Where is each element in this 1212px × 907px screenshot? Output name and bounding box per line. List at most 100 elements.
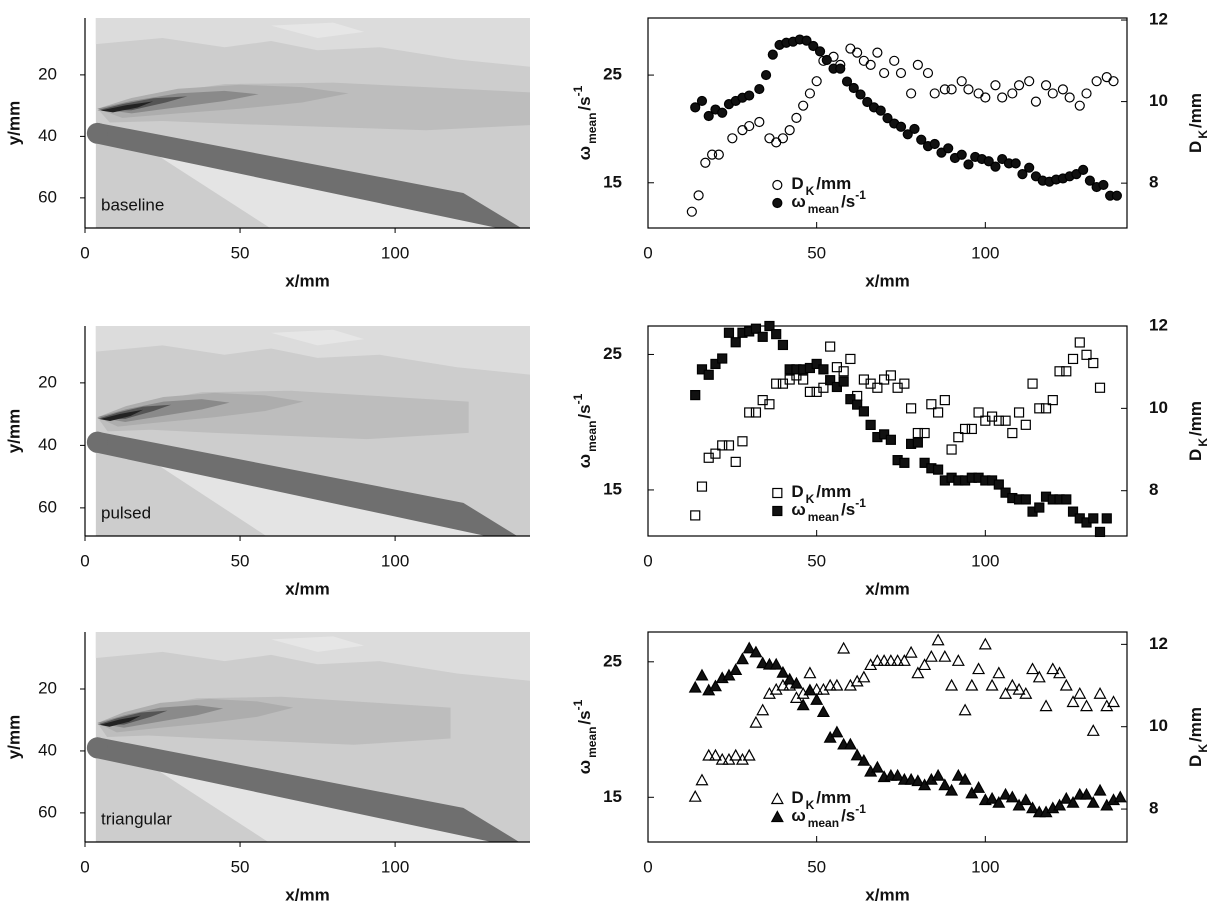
label-part: mean xyxy=(808,816,839,830)
legend-marker xyxy=(773,489,782,498)
data-point xyxy=(896,69,905,78)
x-axis-label: x/mm xyxy=(865,885,909,904)
x-axis-label: x/mm xyxy=(865,579,909,598)
data-point xyxy=(724,328,733,337)
data-point xyxy=(738,437,747,446)
panel-label: pulsed xyxy=(101,503,151,522)
data-point xyxy=(991,81,1000,90)
y-tick-label: 40 xyxy=(38,435,57,454)
data-point xyxy=(816,47,825,56)
field xyxy=(87,320,550,539)
data-point xyxy=(913,429,922,438)
data-point xyxy=(930,89,939,98)
data-point xyxy=(745,408,754,417)
data-point xyxy=(964,160,973,169)
y2-tick-label: 12 xyxy=(1149,315,1168,334)
x-tick-label: 0 xyxy=(80,551,89,570)
x-tick-label: 0 xyxy=(80,857,89,876)
data-point xyxy=(960,705,971,715)
data-point xyxy=(836,64,845,73)
y-tick-label: 25 xyxy=(603,344,622,363)
label-part: /mm xyxy=(816,788,851,807)
data-point xyxy=(690,791,701,801)
data-point xyxy=(696,670,707,680)
scatter-panel: 050100152581012x/mmωmean/s-1DK/mmDK/mmωm… xyxy=(571,632,1210,904)
label-part: -1 xyxy=(571,393,585,404)
data-point xyxy=(1065,93,1074,102)
data-point xyxy=(1008,89,1017,98)
label-part: mean xyxy=(585,113,599,144)
y2-tick-label: 8 xyxy=(1149,480,1158,499)
data-point xyxy=(1109,77,1118,86)
data-point xyxy=(826,342,835,351)
data-point xyxy=(998,93,1007,102)
data-point xyxy=(714,150,723,159)
label-part: -1 xyxy=(571,85,585,96)
y-axis-label: ωmean/s-1 xyxy=(571,699,599,774)
data-point xyxy=(731,457,740,466)
data-point xyxy=(933,770,944,780)
y-tick-label: 20 xyxy=(38,64,57,83)
label-part: K xyxy=(806,184,815,198)
data-point xyxy=(838,643,849,653)
data-point xyxy=(1041,701,1052,711)
data-point xyxy=(1096,383,1105,392)
data-point xyxy=(772,379,781,388)
data-point xyxy=(730,664,741,674)
data-point xyxy=(980,639,991,649)
data-point xyxy=(953,655,964,665)
data-point xyxy=(856,90,865,99)
data-point xyxy=(991,162,1000,171)
data-point xyxy=(805,89,814,98)
data-point xyxy=(1112,191,1121,200)
data-point xyxy=(1008,429,1017,438)
x-axis-label: x/mm xyxy=(285,885,329,904)
label-part: K xyxy=(1196,744,1210,753)
data-point xyxy=(1088,725,1099,735)
data-point xyxy=(757,705,768,715)
y2-axis-label: DK/mm xyxy=(1186,401,1210,461)
contour-panel: 050100204060x/mmy/mmbaseline xyxy=(4,13,550,290)
label-part: K xyxy=(1196,130,1210,139)
data-point xyxy=(737,654,748,664)
label-part: /s xyxy=(841,192,855,211)
data-point xyxy=(957,150,966,159)
data-point xyxy=(1020,795,1031,805)
label-part: K xyxy=(806,492,815,506)
x-tick-label: 50 xyxy=(807,551,826,570)
label-part: /s xyxy=(575,96,594,110)
x-tick-label: 100 xyxy=(381,857,409,876)
x-axis-label: x/mm xyxy=(285,271,329,290)
data-point xyxy=(846,44,855,53)
data-point xyxy=(907,404,916,413)
data-point xyxy=(738,126,747,135)
data-point xyxy=(1048,89,1057,98)
y-axis-label: y/mm xyxy=(4,101,23,145)
data-point xyxy=(745,91,754,100)
x-axis-label: x/mm xyxy=(285,579,329,598)
y-tick-label: 15 xyxy=(603,479,622,498)
data-point xyxy=(772,138,781,147)
legend-marker xyxy=(772,812,783,822)
page: {"chart_data": [ {"type": "contour", "la… xyxy=(0,0,1212,907)
data-point xyxy=(701,158,710,167)
y-tick-label: 20 xyxy=(38,678,57,697)
label-part: D xyxy=(791,788,803,807)
data-point xyxy=(1081,701,1092,711)
data-point xyxy=(1089,514,1098,523)
y-axis-label: y/mm xyxy=(4,409,23,453)
y-tick-label: 40 xyxy=(38,740,57,759)
data-point xyxy=(1095,785,1106,795)
data-point xyxy=(1069,354,1078,363)
label-part: mean xyxy=(808,510,839,524)
y-tick-label: 60 xyxy=(38,187,57,206)
data-point xyxy=(876,106,885,115)
data-point xyxy=(1102,73,1111,82)
label-part: mean xyxy=(585,421,599,452)
data-point xyxy=(1027,664,1038,674)
legend-marker xyxy=(773,507,782,516)
data-point xyxy=(728,134,737,143)
label-part: /mm xyxy=(816,482,851,501)
data-point xyxy=(765,134,774,143)
x-tick-label: 100 xyxy=(381,551,409,570)
